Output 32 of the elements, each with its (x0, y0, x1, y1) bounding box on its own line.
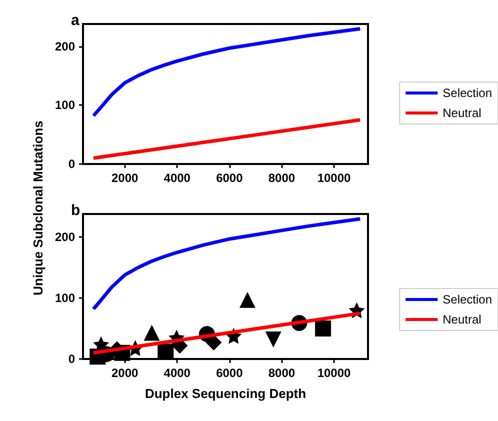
y-axis-title: Unique Subclonal Mutations (30, 120, 46, 296)
x-tick-label: 8000 (268, 366, 296, 380)
legend-label: Neutral (442, 106, 482, 120)
x-tick-label: 2000 (111, 171, 139, 185)
chart-title: b (71, 202, 80, 219)
point (206, 334, 222, 351)
x-tick-label: 10000 (317, 366, 352, 380)
chart-title: a (71, 12, 80, 29)
line-series (92, 217, 362, 311)
line-series (92, 26, 362, 118)
y-tick-label: 100 (54, 98, 76, 112)
legend-label: Selection (442, 292, 492, 306)
x-tick-label: 10000 (317, 171, 352, 185)
y-tick-label: 0 (68, 157, 76, 171)
point (239, 292, 256, 308)
x-tick-label: 4000 (164, 366, 191, 380)
y-tick-label: 0 (68, 352, 76, 366)
legend-label: Neutral (442, 312, 482, 326)
y-tick-label: 200 (54, 39, 76, 54)
x-tick-label: 6000 (216, 171, 244, 185)
point (144, 324, 160, 341)
x-axis-title: Duplex Sequencing Depth (144, 386, 306, 401)
x-tick-label: 8000 (268, 171, 296, 185)
y-tick-label: 100 (54, 291, 76, 306)
y-tick-label: 200 (54, 230, 76, 244)
legend-label: Selection (442, 86, 492, 100)
point (265, 332, 282, 348)
point (315, 320, 332, 337)
x-tick-label: 2000 (111, 366, 139, 380)
point (158, 344, 174, 360)
x-tick-label: 4000 (164, 171, 191, 185)
x-tick-label: 6000 (216, 366, 244, 380)
